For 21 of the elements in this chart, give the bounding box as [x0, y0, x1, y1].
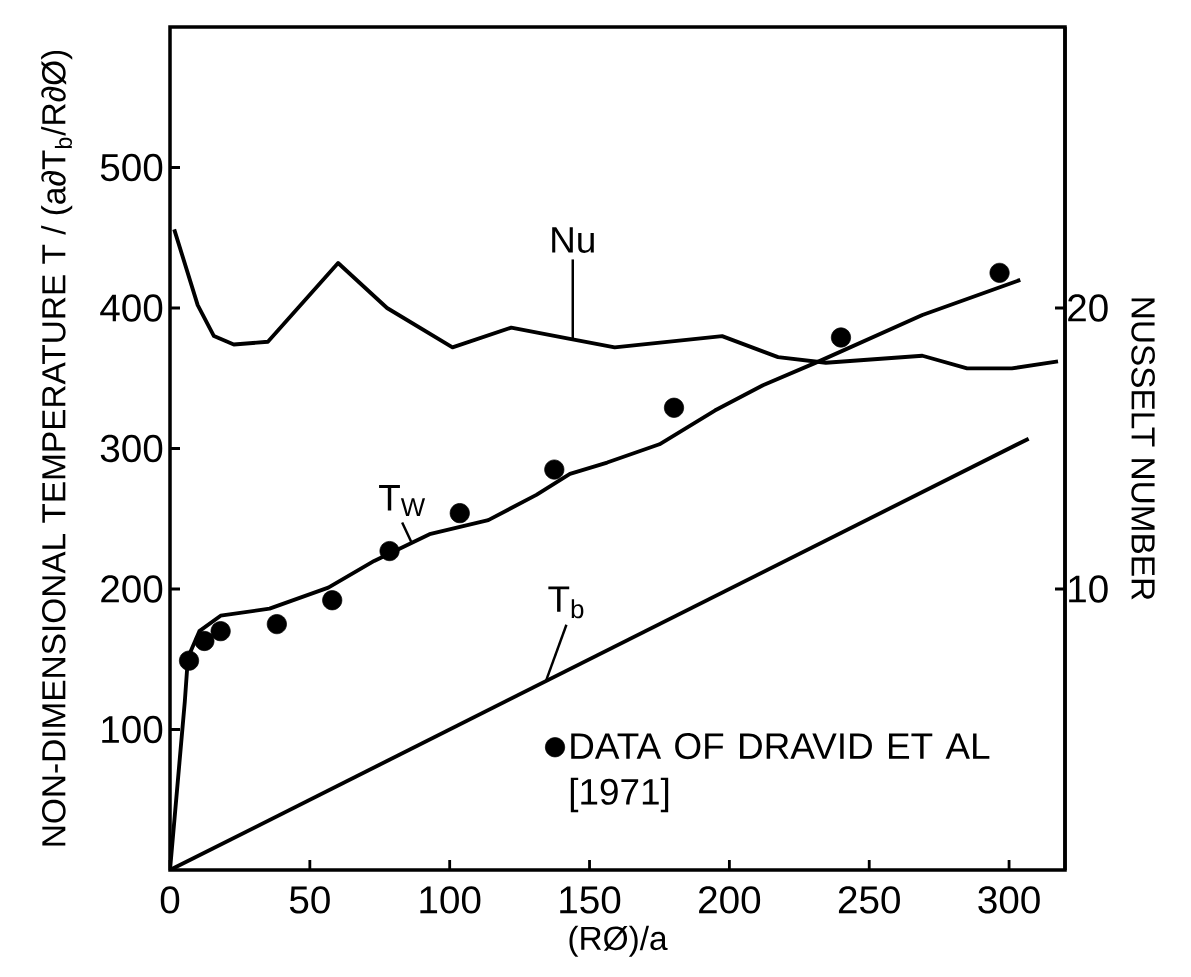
y2-tick-label: 10: [1069, 575, 1108, 603]
x-tick-label: 50: [289, 886, 330, 914]
text: Nu: [552, 227, 594, 253]
series-label: T$_{b}$: [548, 586, 584, 619]
y-tick-label: 300: [100, 434, 163, 463]
x-tick-label: 150: [560, 886, 621, 914]
x-tick-label: 250: [838, 886, 900, 914]
y-tick-label: 400: [100, 294, 163, 322]
y-tick-label: 500: [100, 153, 163, 182]
y-axis-title: NON-DIMENSIONAL TEMPERATURE T / (a∂T$_{b}$/R∂Ø): [41, 50, 73, 846]
x-tick-label: 300: [978, 886, 1040, 914]
series-label: T$_{W}$: [379, 485, 426, 516]
y2-axis-title: NUSSELT NUMBER: [1131, 298, 1155, 600]
x-tick-label: 200: [699, 886, 761, 914]
x-axis-title: (RØ)/a: [569, 925, 668, 957]
legend-label: DATA OF DRAVID ET AL [1971]: [570, 733, 990, 813]
y-tick-label: 100: [102, 715, 163, 744]
y2-tick-label: 20: [1068, 294, 1108, 322]
x-tick-label: 0: [160, 886, 180, 914]
x-tick-label: 100: [420, 886, 481, 914]
y-tick-label: 200: [101, 575, 163, 603]
